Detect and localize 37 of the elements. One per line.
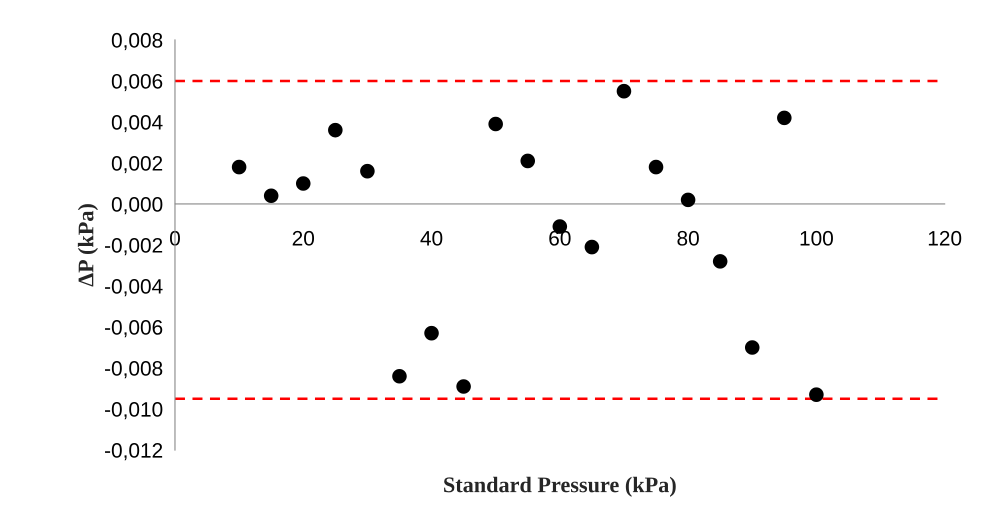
y-tick-label: -0,004 <box>105 279 163 296</box>
point <box>648 160 664 174</box>
point <box>488 116 503 132</box>
y-tick-label: 0,002 <box>112 156 162 174</box>
point <box>424 326 439 340</box>
x-tick-label: 80 <box>677 230 699 246</box>
point <box>328 122 343 138</box>
x-tick-label: 100 <box>800 230 833 246</box>
y-tick-label: 0,004 <box>112 114 163 132</box>
point <box>296 176 311 191</box>
y-tick-label: 0,006 <box>112 74 162 92</box>
x-tick-label: 20 <box>292 230 314 246</box>
point <box>232 160 246 174</box>
point <box>392 368 407 384</box>
point <box>777 110 792 126</box>
point <box>360 164 375 178</box>
y-tick-label: -0,006 <box>105 320 162 338</box>
point <box>744 340 760 355</box>
point <box>584 240 600 254</box>
point <box>712 254 728 269</box>
y-axis-title: ΔP (kPa) <box>78 204 98 287</box>
x-tick-label: 40 <box>420 230 442 246</box>
y-tick-label: 0,008 <box>112 32 162 50</box>
x-tick-label: 120 <box>928 230 962 246</box>
point <box>456 379 471 394</box>
point <box>520 154 536 168</box>
x-axis-title: Standard Pressure (kPa) <box>444 476 676 497</box>
y-tick-label: -0,012 <box>105 443 162 460</box>
x-tick-label: 0 <box>170 230 180 246</box>
point <box>809 387 824 402</box>
y-tick-label: -0,008 <box>105 361 162 378</box>
point <box>680 192 696 208</box>
y-tick-label: -0,010 <box>105 402 162 420</box>
point <box>264 188 278 204</box>
point <box>616 84 632 98</box>
y-tick-label: 0,000 <box>112 196 162 214</box>
y-tick-label: -0,002 <box>105 238 162 256</box>
